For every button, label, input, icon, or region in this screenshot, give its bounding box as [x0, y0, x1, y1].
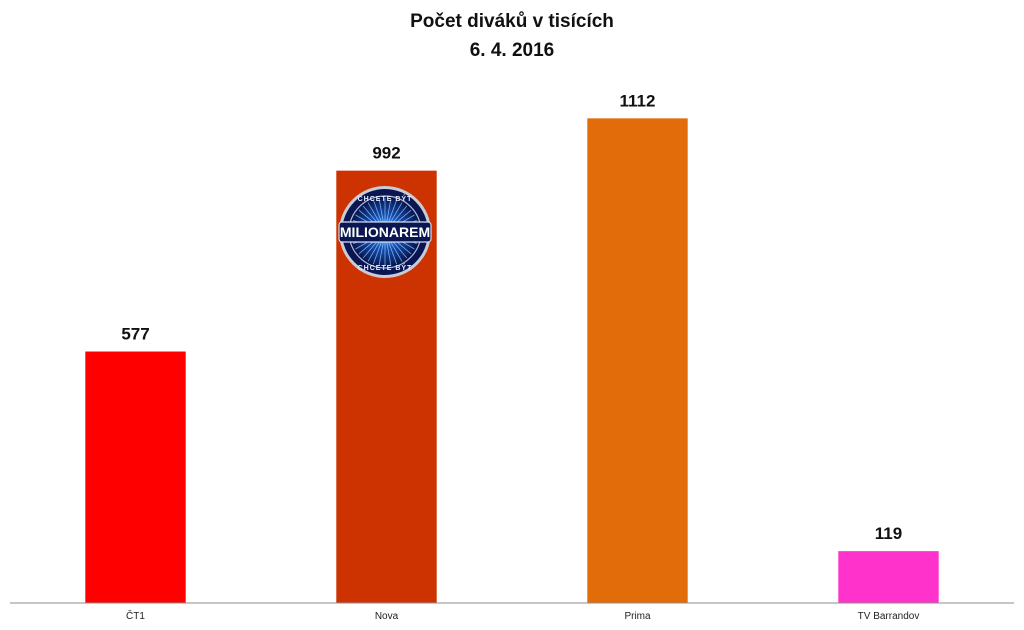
- data-label-2: 1112: [620, 91, 656, 110]
- x-tick-label-2: Prima: [624, 611, 651, 622]
- bar-2: [587, 118, 688, 603]
- x-axis-tick-labels: ČT1 Nova Prima TV Barrandov: [126, 609, 919, 622]
- data-label-0: 577: [121, 325, 149, 344]
- logo-bottom-text: CHCETE BÝT: [358, 263, 413, 272]
- milionarem-logo-icon: MILIONAREM CHCETE BÝT CHCETE BÝT: [338, 186, 432, 278]
- x-tick-label-1: Nova: [375, 611, 399, 622]
- data-label-3: 119: [875, 524, 902, 543]
- bar-0: [85, 351, 186, 603]
- chart-subtitle: 6. 4. 2016: [470, 40, 555, 61]
- bar-series: [85, 118, 939, 604]
- logo-top-text: CHCETE BÝT: [358, 194, 413, 203]
- logo-main-text: MILIONAREM: [340, 224, 430, 240]
- chart-title: Počet diváků v tisících: [410, 11, 614, 32]
- data-labels: 577 992 1112 119: [121, 91, 902, 543]
- bar-3: [838, 551, 939, 603]
- x-tick-label-0: ČT1: [126, 609, 145, 622]
- x-tick-label-3: TV Barrandov: [858, 611, 920, 622]
- data-label-1: 992: [372, 144, 400, 163]
